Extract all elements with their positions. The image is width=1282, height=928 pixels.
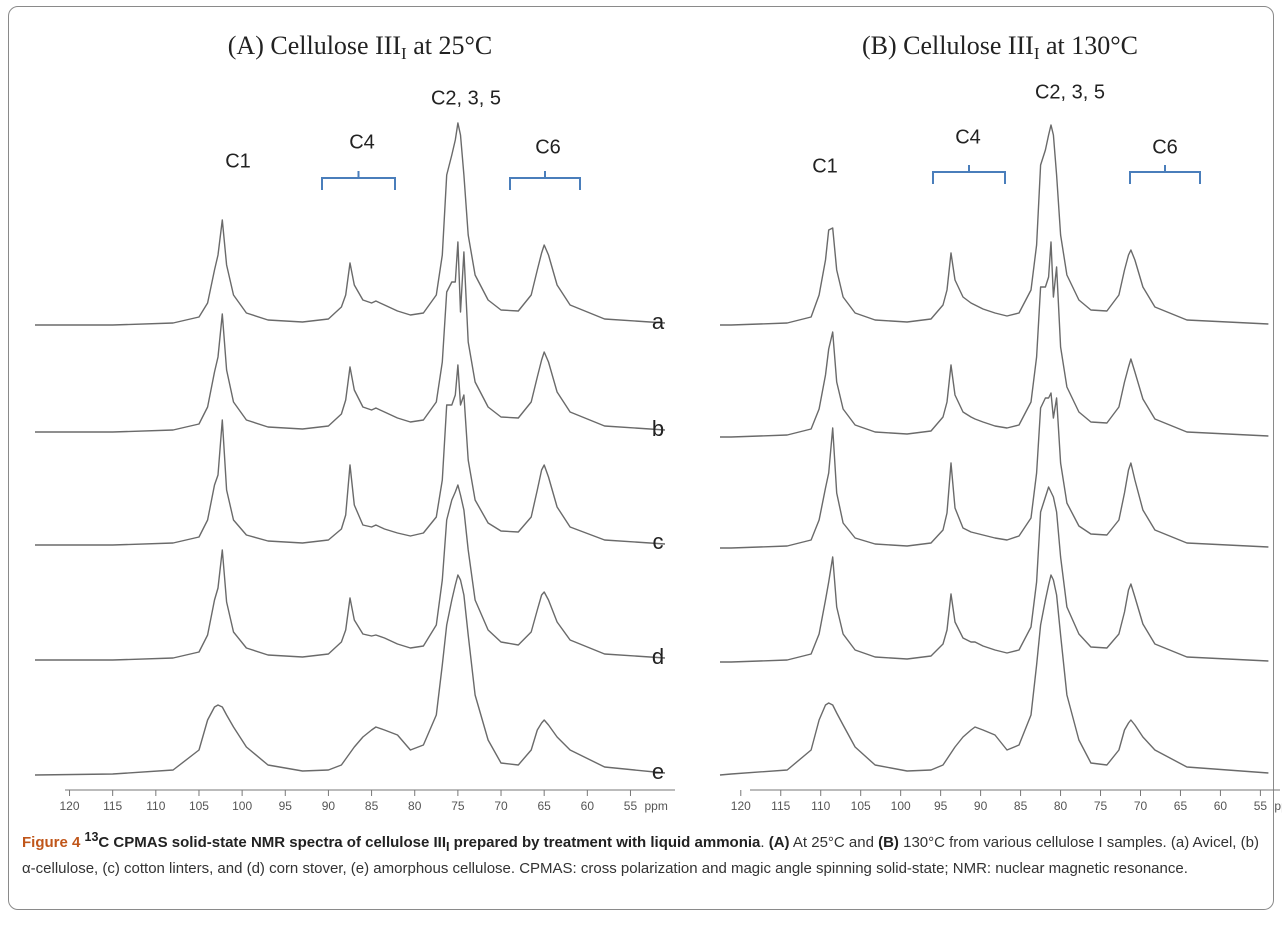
spectrum xyxy=(35,364,666,546)
x-tick-label: 60 xyxy=(1214,799,1228,813)
trace-label: b xyxy=(652,416,664,441)
panel-title: (B) Cellulose IIII at 130°C xyxy=(862,31,1138,63)
figure-frame xyxy=(8,6,1274,910)
title-text: (B) Cellulose III xyxy=(862,31,1034,60)
spectrum xyxy=(720,486,1269,663)
bracket xyxy=(932,165,1006,184)
x-tick-label: 105 xyxy=(189,799,209,813)
bracket xyxy=(321,171,396,190)
panel-title: (A) Cellulose IIII at 25°C xyxy=(228,31,492,63)
title-subscript: I xyxy=(401,44,407,63)
x-tick-label: 55 xyxy=(1254,799,1268,813)
x-tick-label: 60 xyxy=(581,799,595,813)
peak-label: C2, 3, 5 xyxy=(431,87,501,109)
x-tick-label: 80 xyxy=(1054,799,1068,813)
spectrum xyxy=(34,574,666,776)
x-tick-label: 100 xyxy=(232,799,252,813)
x-tick-label: 65 xyxy=(1174,799,1188,813)
trace-label: c xyxy=(653,529,664,554)
peak-label: C4 xyxy=(955,126,981,148)
x-tick-label: 55 xyxy=(624,799,638,813)
spectrum xyxy=(720,241,1269,438)
x-tick-label: 70 xyxy=(494,799,508,813)
x-tick-label: 100 xyxy=(891,799,911,813)
spectrum xyxy=(35,241,666,433)
peak-label: C4 xyxy=(349,131,375,153)
caption-title: prepared by treatment with liquid ammoni… xyxy=(449,834,761,851)
caption-label: Figure 4 xyxy=(22,834,85,851)
x-tick-label: 85 xyxy=(1014,799,1028,813)
spectrum xyxy=(720,124,1269,326)
x-tick-label: 85 xyxy=(365,799,379,813)
spectrum xyxy=(720,392,1269,549)
caption-title: C CPMAS solid-state NMR spectra of cellu… xyxy=(98,834,446,851)
x-tick-label: 110 xyxy=(811,799,830,813)
x-tick-label: 120 xyxy=(731,799,751,813)
caption-sub: I xyxy=(446,840,450,854)
x-tick-label: 70 xyxy=(1134,799,1148,813)
x-tick-label: 120 xyxy=(60,799,80,813)
trace-label: a xyxy=(652,309,665,334)
title-subscript: I xyxy=(1034,44,1040,63)
spectrum xyxy=(35,484,666,661)
caption-sup: 13 xyxy=(84,830,99,844)
peak-label: C6 xyxy=(535,136,561,158)
x-tick-label: 115 xyxy=(103,799,122,813)
x-axis-label: ppm xyxy=(644,799,667,813)
peak-label: C1 xyxy=(225,150,251,172)
caption-panel: (A) xyxy=(768,834,790,851)
bracket xyxy=(509,171,581,190)
title-text: at 25°C xyxy=(407,31,493,60)
title-text: (A) Cellulose III xyxy=(228,31,401,60)
x-tick-label: 105 xyxy=(851,799,871,813)
figure-caption: Figure 4 13C CPMAS solid-state NMR spect… xyxy=(22,826,1262,880)
x-tick-label: 95 xyxy=(279,799,293,813)
x-tick-label: 75 xyxy=(1094,799,1108,813)
x-tick-label: 90 xyxy=(974,799,988,813)
x-tick-label: 110 xyxy=(146,799,165,813)
x-tick-label: 80 xyxy=(408,799,422,813)
caption-text: 130°C from various cellulose I samples. … xyxy=(22,834,1259,877)
bracket xyxy=(1129,165,1201,184)
x-axis-label: ppm xyxy=(1274,799,1282,813)
x-tick-label: 75 xyxy=(451,799,465,813)
x-tick-label: 95 xyxy=(934,799,948,813)
trace-label: e xyxy=(652,759,664,784)
caption-text: . xyxy=(760,834,769,851)
trace-label: d xyxy=(652,644,664,669)
caption-text: At 25°C and xyxy=(789,834,879,851)
spectrum xyxy=(35,122,666,326)
x-tick-label: 115 xyxy=(771,799,790,813)
x-tick-label: 65 xyxy=(537,799,551,813)
peak-label: C1 xyxy=(812,155,838,177)
title-text: at 130°C xyxy=(1040,31,1139,60)
peak-label: C2, 3, 5 xyxy=(1035,81,1105,103)
caption-panel: (B) xyxy=(878,834,899,851)
peak-label: C6 xyxy=(1152,136,1178,158)
x-tick-label: 90 xyxy=(322,799,336,813)
spectrum xyxy=(719,574,1269,776)
